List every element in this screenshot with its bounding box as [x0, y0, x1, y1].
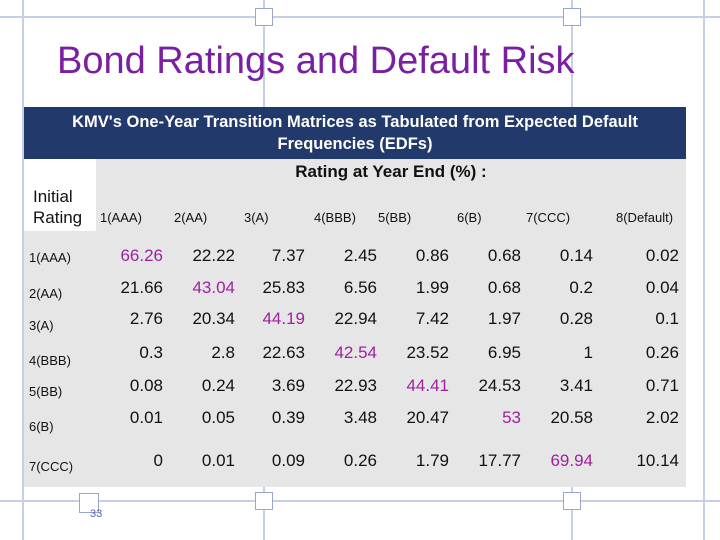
matrix-cell: 1.97: [487, 309, 521, 328]
column-header: 3(A): [244, 210, 269, 225]
matrix-cell-diagonal: 44.19: [262, 309, 305, 328]
matrix-cell: 3.48: [343, 408, 377, 427]
matrix-cell-diagonal: 53: [502, 408, 521, 427]
decorative-square: [79, 493, 99, 513]
column-header: 4(BBB): [314, 210, 356, 225]
decorative-vertical-line: [22, 0, 24, 540]
matrix-cell: 0.68: [487, 246, 521, 265]
decorative-square: [563, 8, 581, 26]
row-label: 3(A): [29, 318, 54, 333]
decorative-horizontal-line: [0, 500, 720, 502]
matrix-cell: 0.05: [201, 408, 235, 427]
caption-line-1: KMV's One-Year Transition Matrices as Ta…: [72, 113, 638, 131]
table-caption: KMV's One-Year Transition Matrices as Ta…: [24, 107, 686, 159]
matrix-cell: 3.41: [559, 376, 593, 395]
matrix-cell: 2.02: [645, 408, 679, 427]
matrix-cell: 0.08: [129, 376, 163, 395]
matrix-cell: 0.3: [139, 343, 163, 362]
matrix-cell: 17.77: [478, 451, 521, 470]
matrix-cell: 0.2: [569, 278, 593, 297]
matrix-cell: 6.56: [343, 278, 377, 297]
initial-label-line-2: Rating: [33, 208, 83, 227]
decorative-square: [255, 8, 273, 26]
matrix-cell: 0.86: [415, 246, 449, 265]
row-label: 6(B): [29, 419, 54, 434]
matrix-cell: 1.79: [415, 451, 449, 470]
row-label: 2(AA): [29, 286, 63, 301]
matrix-cell: 2.45: [343, 246, 377, 265]
initial-label-line-1: Initial: [33, 187, 73, 206]
row-label: 7(CCC): [29, 459, 74, 474]
column-header: 5(BB): [378, 210, 412, 225]
initial-rating-header-cell: [24, 159, 96, 231]
matrix-cell: 22.63: [262, 343, 305, 362]
matrix-cell: 25.83: [262, 278, 305, 297]
table-panel: [24, 107, 686, 487]
matrix-cell: 20.58: [550, 408, 593, 427]
matrix-cell: 20.47: [406, 408, 449, 427]
row-label: 4(BBB): [29, 353, 71, 368]
matrix-cell: 0.71: [645, 376, 679, 395]
matrix-cell: 22.94: [334, 309, 377, 328]
matrix-cell: 23.52: [406, 343, 449, 362]
matrix-cell: 1.99: [415, 278, 449, 297]
matrix-cell: 7.37: [271, 246, 305, 265]
slide-title: Bond Ratings and Default Risk: [57, 40, 575, 82]
matrix-cell: 0.01: [201, 451, 235, 470]
column-header: 2(AA): [174, 210, 208, 225]
matrix-cell: 0.02: [645, 246, 679, 265]
matrix-cell: 24.53: [478, 376, 521, 395]
matrix-cell: 0.26: [343, 451, 377, 470]
year-end-header: Rating at Year End (%) :: [295, 162, 487, 181]
matrix-cell: 10.14: [636, 451, 679, 470]
matrix-cell: 0.01: [129, 408, 163, 427]
matrix-cell: 1: [583, 343, 593, 362]
column-header: 7(CCC): [526, 210, 571, 225]
page-number: 33: [90, 508, 103, 520]
column-header: 1(AAA): [100, 210, 142, 225]
matrix-cell: 7.42: [415, 309, 449, 328]
initial-rating-label: Initial Rating: [33, 186, 82, 228]
matrix-cell: 0.26: [645, 343, 679, 362]
matrix-cell: 6.95: [487, 343, 521, 362]
decorative-square: [563, 492, 581, 510]
matrix-cell: 22.93: [334, 376, 377, 395]
matrix-cell: 0: [153, 451, 163, 470]
decorative-square: [255, 492, 273, 510]
matrix-cell: 0.24: [201, 376, 235, 395]
matrix-cell: 2.8: [211, 343, 235, 362]
matrix-cell: 0.1: [655, 309, 679, 328]
row-label: 5(BB): [29, 384, 63, 399]
matrix-cell: 0.39: [271, 408, 305, 427]
matrix-cell: 3.69: [271, 376, 305, 395]
decorative-horizontal-line: [0, 16, 720, 18]
column-header: 6(B): [457, 210, 482, 225]
matrix-cell: 21.66: [120, 278, 163, 297]
matrix-cell: 0.04: [645, 278, 679, 297]
matrix-cell: 0.68: [487, 278, 521, 297]
matrix-cell-diagonal: 66.26: [120, 246, 163, 265]
column-header: 8(Default): [616, 210, 674, 225]
matrix-cell-diagonal: 69.94: [550, 451, 593, 470]
matrix-cell: 0.14: [559, 246, 593, 265]
row-label: 1(AAA): [29, 250, 71, 265]
matrix-cell: 0.28: [559, 309, 593, 328]
matrix-cell: 2.76: [129, 309, 163, 328]
matrix-cell-diagonal: 44.41: [406, 376, 449, 395]
matrix-cell: 0.09: [271, 451, 305, 470]
matrix-cell: 20.34: [192, 309, 235, 328]
matrix-cell-diagonal: 43.04: [192, 278, 235, 297]
decorative-vertical-line: [703, 0, 705, 540]
caption-line-2: Frequencies (EDFs): [277, 135, 433, 153]
matrix-cell-diagonal: 42.54: [334, 343, 377, 362]
matrix-cell: 22.22: [192, 246, 235, 265]
